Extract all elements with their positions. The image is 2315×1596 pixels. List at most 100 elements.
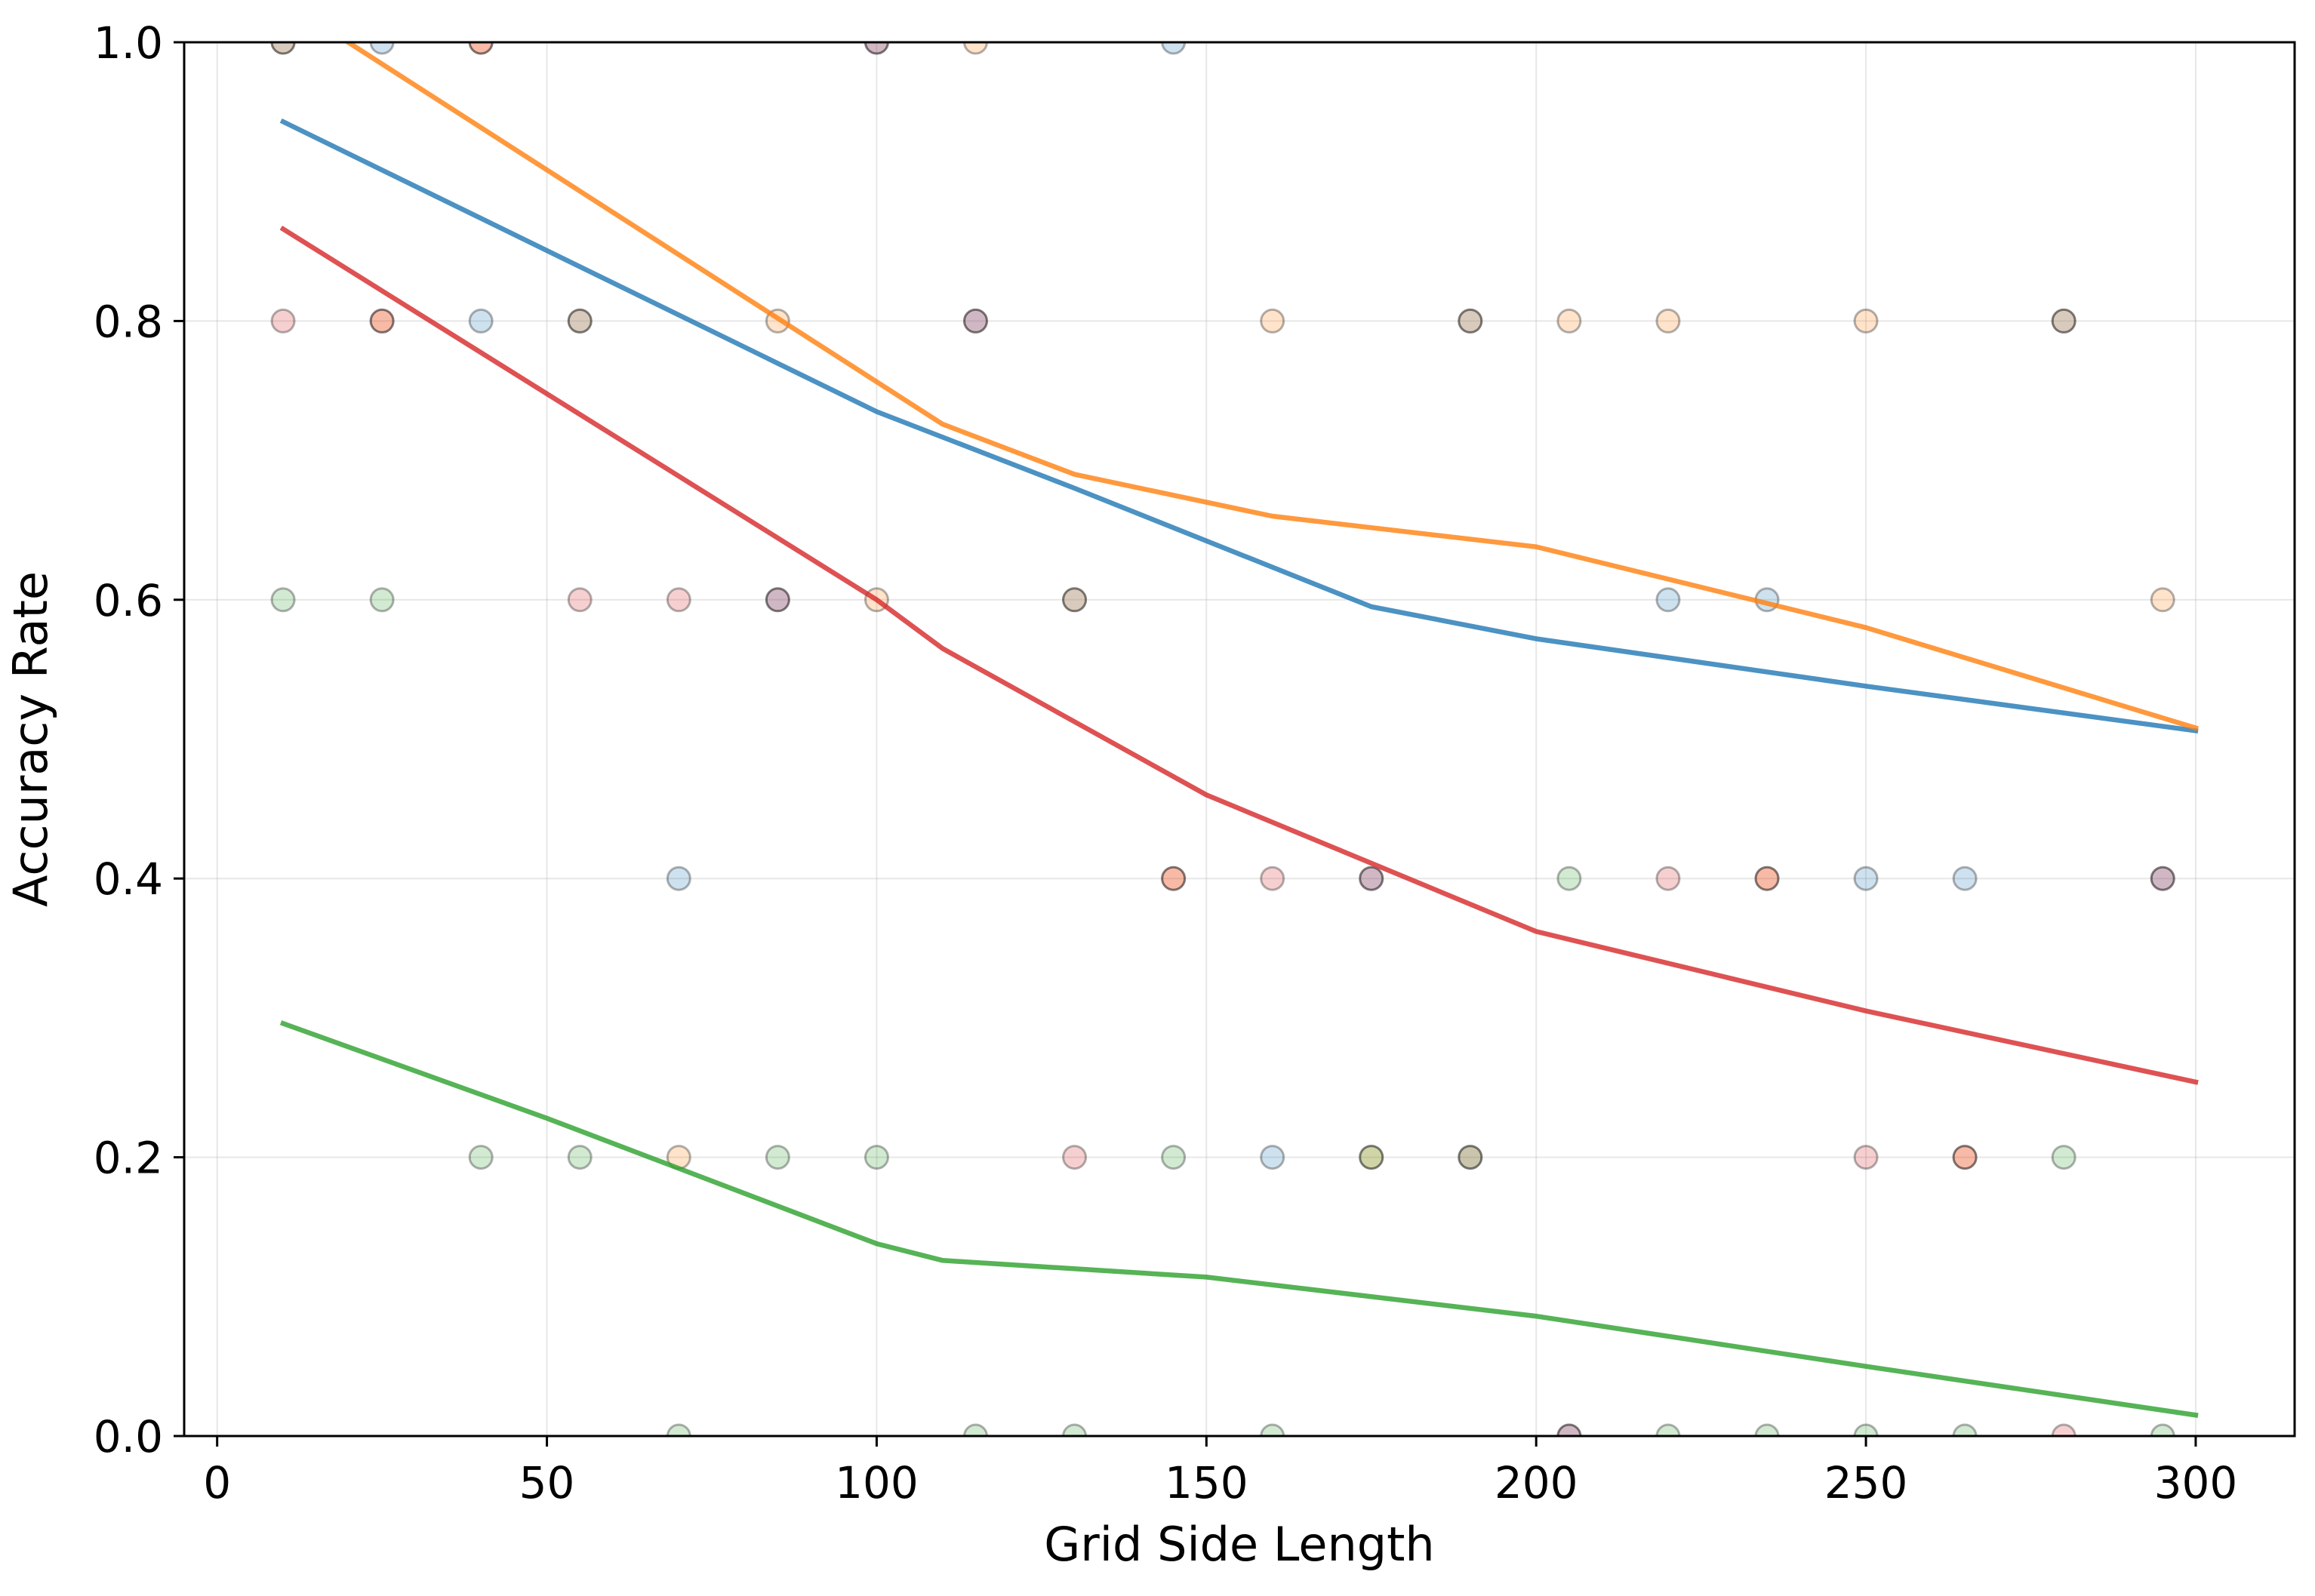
scatter-point-series-1 — [2150, 866, 2175, 891]
y-tick-label: 1.0 — [94, 17, 163, 69]
scatter-point-series-3 — [1556, 1423, 1582, 1436]
scatter-point-series-2 — [369, 308, 395, 334]
scatter-point-series-1 — [666, 866, 691, 891]
scatter-point-series-4 — [468, 1145, 494, 1170]
y-tick-label: 0.8 — [94, 296, 163, 347]
scatter-point-series-2 — [2150, 587, 2175, 613]
scatter-point-series-3 — [2150, 866, 2175, 891]
scatter-point-series-1 — [1161, 42, 1187, 55]
scatter-point-series-2 — [1359, 1145, 1384, 1170]
plot-frame — [183, 41, 2296, 1438]
scatter-point-series-3 — [1754, 866, 1780, 891]
scatter-point-series-2 — [2051, 308, 2076, 334]
x-tick-label: 200 — [1495, 1457, 1578, 1508]
trend-line-series-2 — [343, 42, 2199, 731]
scatter-point-series-2 — [1062, 587, 1088, 613]
scatter-point-series-3 — [765, 587, 790, 613]
scatter-point-series-2 — [1161, 866, 1187, 891]
scatter-point-series-1 — [963, 308, 988, 334]
scatter-point-series-2 — [270, 42, 296, 55]
x-tick-label: 150 — [1165, 1457, 1248, 1508]
y-axis-label: Accuracy Rate — [3, 571, 58, 907]
scatter-point-series-2 — [1754, 866, 1780, 891]
scatter-point-series-1 — [2051, 308, 2076, 334]
scatter-point-series-4 — [864, 1145, 889, 1170]
scatter-markers — [270, 42, 2175, 1436]
scatter-point-series-4 — [369, 587, 395, 613]
scatter-point-series-1 — [1655, 587, 1681, 613]
scatter-point-series-3 — [369, 308, 395, 334]
scatter-point-series-1 — [369, 42, 395, 55]
scatter-point-series-4 — [1952, 1423, 1978, 1436]
scatter-point-series-4 — [1754, 1423, 1780, 1436]
scatter-point-series-3 — [864, 42, 889, 55]
scatter-point-series-2 — [468, 42, 494, 55]
scatter-point-series-2 — [963, 42, 988, 55]
scatter-point-series-3 — [270, 308, 296, 334]
scatter-point-series-4 — [1853, 1423, 1879, 1436]
x-tick-label: 50 — [519, 1457, 575, 1508]
scatter-point-series-1 — [1556, 1423, 1582, 1436]
scatter-point-series-4 — [1260, 1423, 1285, 1436]
scatter-point-series-1 — [1062, 587, 1088, 613]
scatter-point-series-1 — [567, 308, 593, 334]
scatter-point-series-4 — [1359, 1145, 1384, 1170]
scatter-point-series-4 — [2051, 1145, 2076, 1170]
scatter-point-series-3 — [1655, 866, 1681, 891]
scatter-point-series-1 — [1359, 866, 1384, 891]
trend-line-series-4 — [279, 1020, 2199, 1418]
trend-line-series-1 — [279, 118, 2199, 734]
scatter-point-series-1 — [864, 42, 889, 55]
scatter-point-series-3 — [1853, 1145, 1879, 1170]
scatter-point-series-4 — [567, 1145, 593, 1170]
y-tick-label: 0.0 — [94, 1411, 163, 1462]
scatter-point-series-2 — [1952, 1145, 1978, 1170]
x-tick-label: 250 — [1824, 1457, 1908, 1508]
scatter-point-series-3 — [1260, 866, 1285, 891]
scatter-point-series-3 — [1359, 866, 1384, 891]
scatter-point-series-4 — [963, 1423, 988, 1436]
x-tick-label: 0 — [203, 1457, 231, 1508]
scatter-point-series-4 — [1655, 1423, 1681, 1436]
trend-line-series-3 — [279, 226, 2199, 1085]
axis-ticks: 0 50 100 150 200 250 300 0.0 0.2 0.4 0.6 0.8 1.0 — [94, 17, 2238, 1508]
y-tick-label: 0.2 — [94, 1133, 163, 1184]
scatter-point-series-4 — [1458, 1145, 1483, 1170]
scatter-point-series-1 — [1458, 308, 1483, 334]
scatter-point-series-4 — [1161, 1145, 1187, 1170]
x-tick-label: 100 — [835, 1457, 919, 1508]
scatter-point-series-3 — [2051, 1423, 2076, 1436]
scatter-point-series-3 — [1458, 1145, 1483, 1170]
scatter-point-series-3 — [1952, 1145, 1978, 1170]
scatter-point-series-4 — [765, 1145, 790, 1170]
scatter-point-series-4 — [1062, 1423, 1088, 1436]
scatter-point-series-2 — [1556, 308, 1582, 334]
scatter-point-series-4 — [2150, 1423, 2175, 1436]
scatter-point-series-3 — [1062, 1145, 1088, 1170]
y-tick-label: 0.6 — [94, 575, 163, 626]
x-tick-label: 300 — [2154, 1457, 2238, 1508]
scatter-point-series-2 — [1655, 308, 1681, 334]
scatter-point-series-2 — [1260, 308, 1285, 334]
scatter-point-series-1 — [1853, 866, 1879, 891]
scatter-point-series-3 — [963, 308, 988, 334]
scatter-point-series-3 — [666, 587, 691, 613]
scatter-point-series-4 — [1556, 866, 1582, 891]
scatter-point-series-3 — [468, 42, 494, 55]
scatter-point-series-2 — [1458, 308, 1483, 334]
scatter-point-series-4 — [666, 1423, 691, 1436]
scatter-point-series-4 — [270, 587, 296, 613]
scatter-point-series-3 — [567, 587, 593, 613]
trend-lines — [279, 42, 2199, 1418]
scatter-point-series-1 — [1260, 1145, 1285, 1170]
scatter-point-series-1 — [468, 308, 494, 334]
scatter-point-series-3 — [1161, 866, 1187, 891]
scatter-point-series-2 — [1853, 308, 1879, 334]
scatter-point-series-1 — [270, 42, 296, 55]
scatter-point-series-2 — [567, 308, 593, 334]
scatter-point-series-1 — [1952, 866, 1978, 891]
y-tick-label: 0.4 — [94, 853, 163, 905]
